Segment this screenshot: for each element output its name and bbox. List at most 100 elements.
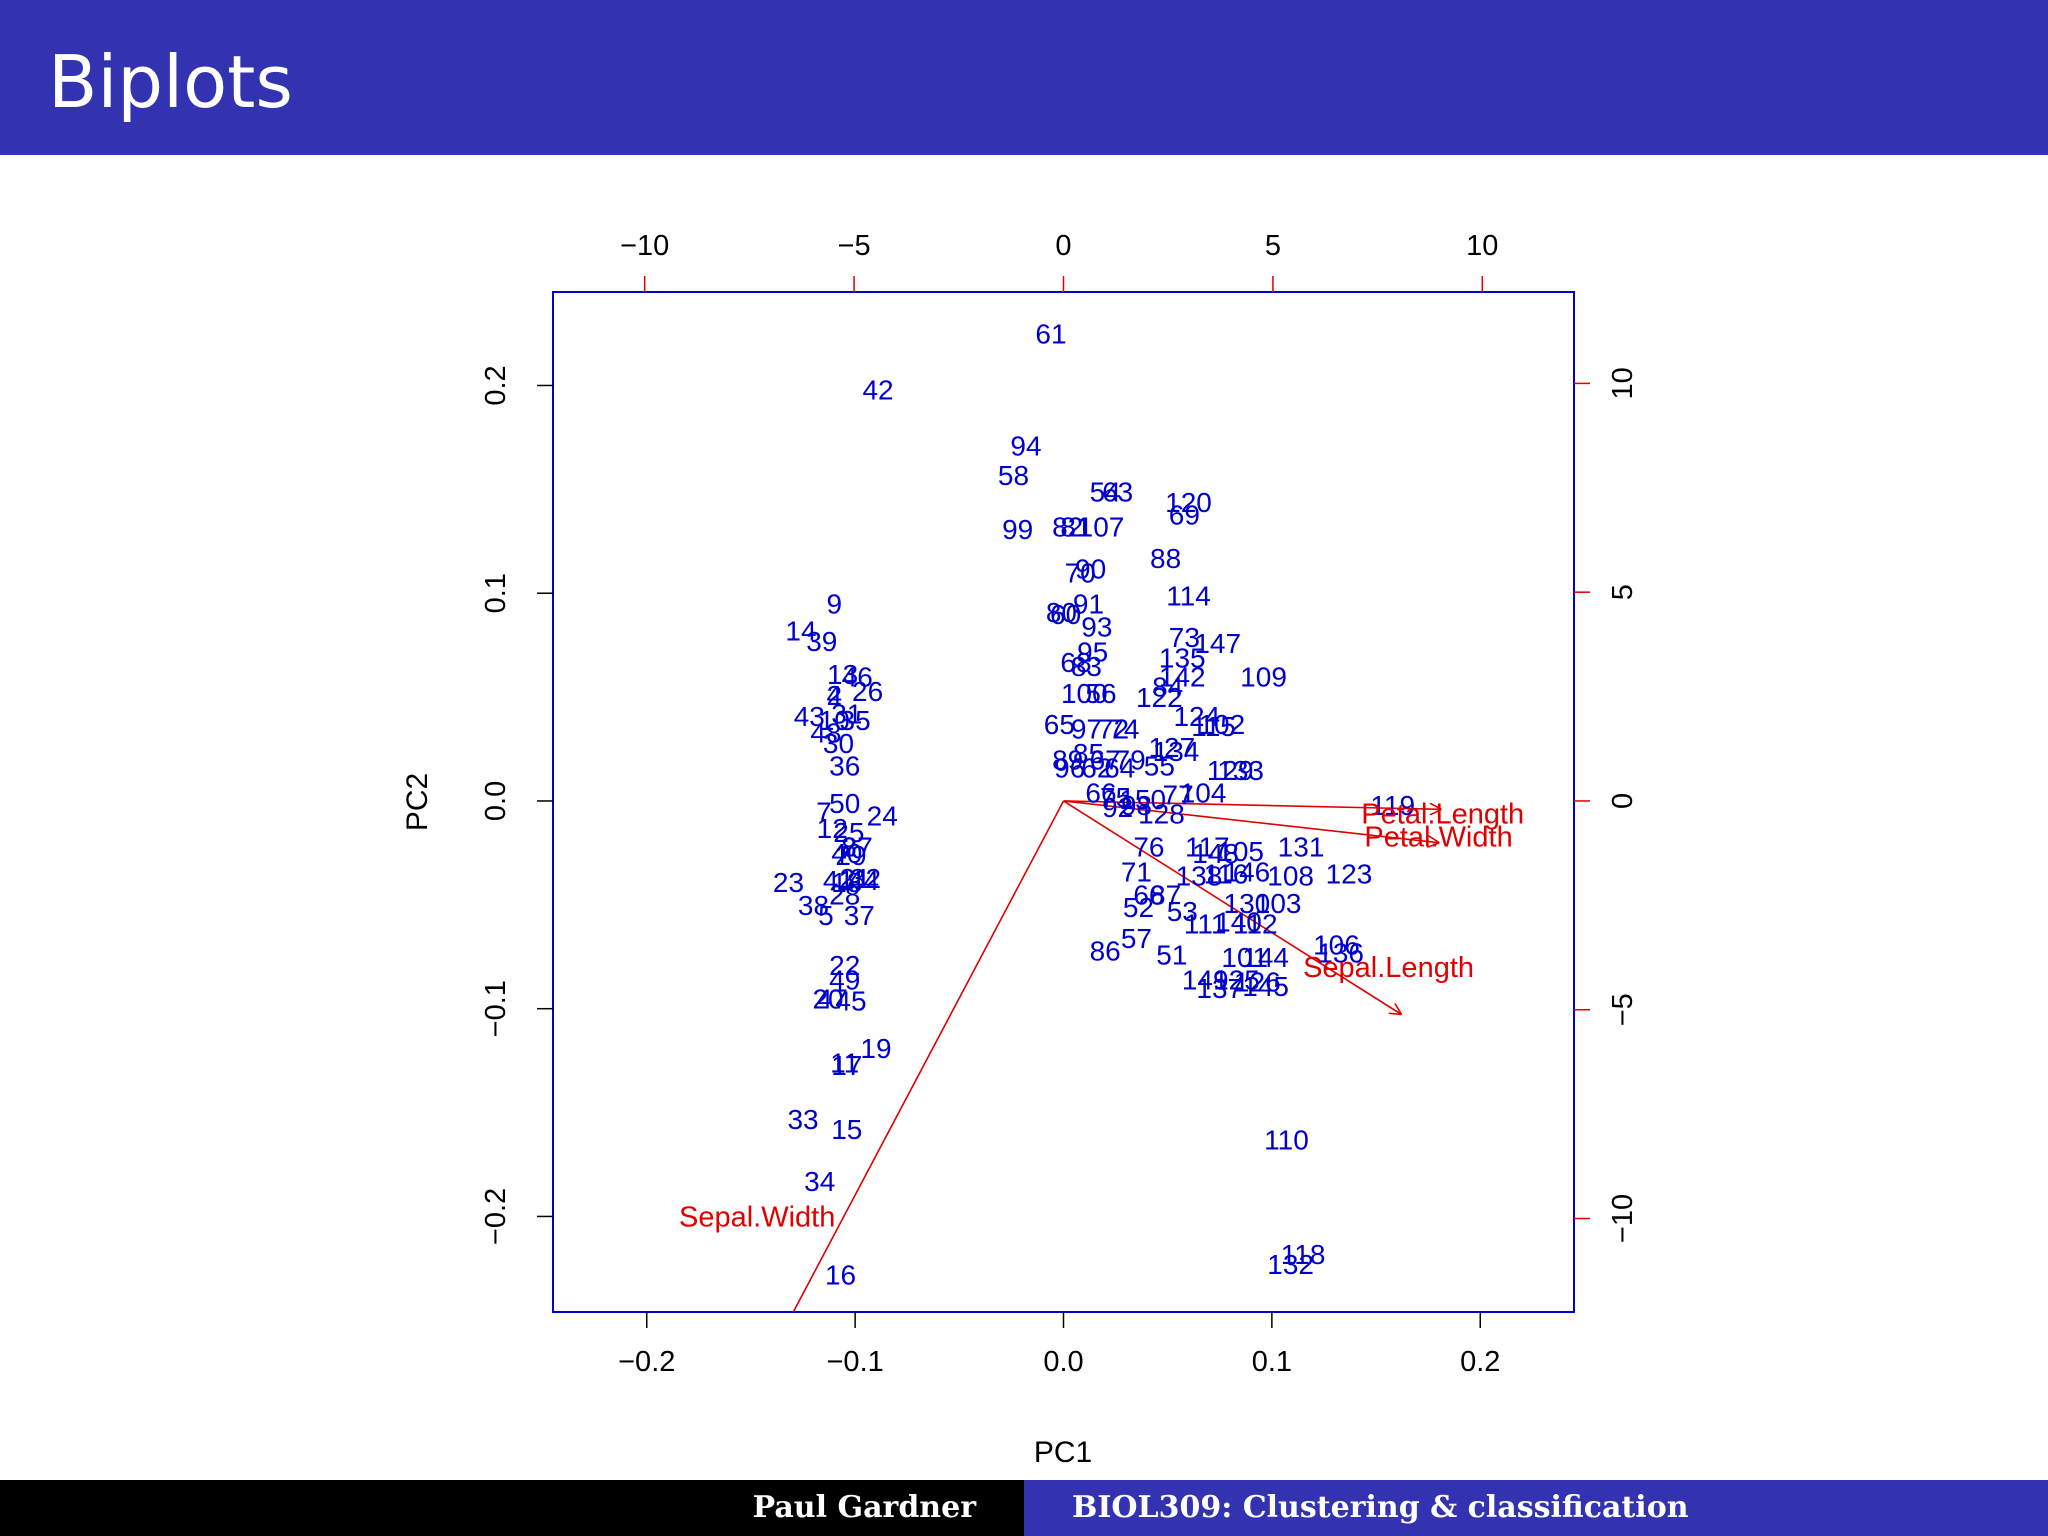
data-point-label: 4: [827, 680, 843, 711]
data-point-label: 67: [1090, 744, 1121, 775]
data-point-label: 25: [833, 817, 864, 848]
y-tick-label: 0.2: [480, 365, 512, 405]
data-point-label: 48: [810, 717, 841, 748]
data-point-label: 106: [1313, 929, 1360, 960]
slide-footer: Paul Gardner BIOL309: Clustering & class…: [0, 1480, 2048, 1536]
data-point-label: 137: [1196, 973, 1243, 1004]
data-point-label: 109: [1240, 661, 1287, 692]
data-point-label: 148: [1192, 838, 1239, 869]
loading-arrow: [1063, 800, 1441, 809]
data-point-label: 28: [829, 879, 860, 910]
data-point-label: 115: [1191, 711, 1236, 742]
data-point-label: 71: [1121, 857, 1152, 888]
right-tick-label: 0: [1607, 793, 1639, 809]
data-point-label: 111: [1184, 909, 1227, 940]
data-point-label: 144: [1242, 942, 1289, 973]
data-point-label: 27: [842, 832, 873, 863]
data-point-label: 128: [1138, 798, 1185, 829]
right-tick-label: −10: [1607, 1194, 1639, 1243]
data-point-label: 47: [817, 983, 848, 1014]
data-point-label: 43: [794, 701, 825, 732]
data-point-label: 58: [998, 460, 1029, 491]
loading-label: Sepal.Length: [1303, 952, 1474, 984]
data-point-label: 55: [1144, 751, 1175, 782]
data-point-label: 86: [1090, 936, 1121, 967]
data-point-label: 62: [1081, 753, 1112, 784]
data-point-label: 46: [842, 661, 873, 692]
data-point-label: 39: [806, 626, 837, 657]
x-tick-label: 0.0: [1043, 1346, 1083, 1378]
data-point-label: 140: [1215, 906, 1262, 937]
data-point-label: 119: [1370, 790, 1415, 821]
top-tick-label: −10: [620, 230, 669, 262]
data-point-label: 82: [1052, 512, 1083, 543]
data-point-label: 80: [1046, 597, 1077, 628]
data-point-label: 118: [1281, 1239, 1326, 1270]
data-point-label: 7: [816, 796, 832, 827]
data-point-label: 44: [848, 865, 879, 896]
data-point-label: 63: [1102, 476, 1133, 507]
loading-label: Sepal.Width: [679, 1201, 835, 1233]
data-point-label: 17: [831, 1050, 862, 1081]
data-point-label: 66: [1085, 778, 1116, 809]
data-point-label: 53: [1167, 896, 1198, 927]
data-point-label: 34: [804, 1166, 835, 1197]
loading-arrow: [1063, 800, 1401, 1014]
data-point-label: 42: [862, 375, 893, 406]
data-point-label: 142: [1159, 661, 1206, 692]
data-point-label: 127: [1148, 732, 1195, 763]
data-point-label: 9: [827, 589, 843, 620]
data-point-label: 69: [1169, 499, 1200, 530]
data-point-label: 130: [1224, 888, 1271, 919]
data-point-label: 93: [1081, 611, 1112, 642]
data-point-label: 32: [850, 863, 881, 894]
loading-label: Petal.Width: [1364, 821, 1512, 853]
data-point-label: 35: [840, 705, 871, 736]
data-point-label: 74: [1108, 713, 1139, 744]
data-point-label: 129: [1207, 755, 1254, 786]
data-point-label: 38: [798, 890, 829, 921]
data-point-label: 68: [1060, 647, 1091, 678]
data-point-label: 49: [829, 965, 860, 996]
data-point-label: 70: [1065, 557, 1096, 588]
data-point-label: 65: [1044, 709, 1075, 740]
data-point-label: 19: [860, 1033, 891, 1064]
data-point-label: 133: [1217, 755, 1264, 786]
data-point-label: 131: [1278, 832, 1325, 863]
data-point-label: 21: [840, 863, 871, 894]
data-point-label: 135: [1159, 643, 1206, 674]
data-point-label: 92: [1102, 792, 1133, 823]
data-point-label: 95: [1077, 636, 1108, 667]
slide-title: Biplots: [48, 40, 293, 124]
data-point-label: 5: [818, 900, 834, 931]
right-tick-label: 5: [1607, 584, 1639, 600]
data-point-label: 105: [1217, 836, 1264, 867]
data-point-label: 41: [823, 865, 854, 896]
data-point-label: 52: [1123, 892, 1154, 923]
data-point-label: 36: [829, 751, 860, 782]
data-point-label: 90: [1075, 553, 1106, 584]
x-axis-label: PC1: [1034, 1436, 1092, 1469]
top-tick-label: 0: [1055, 230, 1071, 262]
data-point-label: 10: [819, 705, 850, 736]
data-point-label: 138: [1176, 861, 1223, 892]
slide-header: Biplots: [0, 0, 2048, 155]
data-point-label: 54: [1090, 476, 1121, 507]
data-point-label: 101: [1221, 942, 1268, 973]
y-tick-label: 0.0: [480, 781, 512, 821]
x-tick-label: −0.1: [827, 1346, 884, 1378]
data-point-label: 146: [1224, 857, 1271, 888]
data-point-label: 100: [1061, 678, 1108, 709]
data-point-label: 73: [1169, 622, 1200, 653]
data-point-label: 56: [1085, 678, 1116, 709]
loading-arrow: [1063, 800, 1439, 843]
data-point-label: 24: [867, 801, 898, 832]
data-point-label: 110: [1264, 1125, 1309, 1156]
data-point-label: 83: [1071, 651, 1102, 682]
data-point-label: 122: [1136, 682, 1183, 713]
y-tick-label: 0.1: [480, 573, 512, 613]
data-point-label: 23: [773, 867, 804, 898]
data-point-label: 12: [817, 813, 848, 844]
data-point-label: 8: [841, 832, 857, 863]
data-point-label: 125: [1213, 965, 1260, 996]
